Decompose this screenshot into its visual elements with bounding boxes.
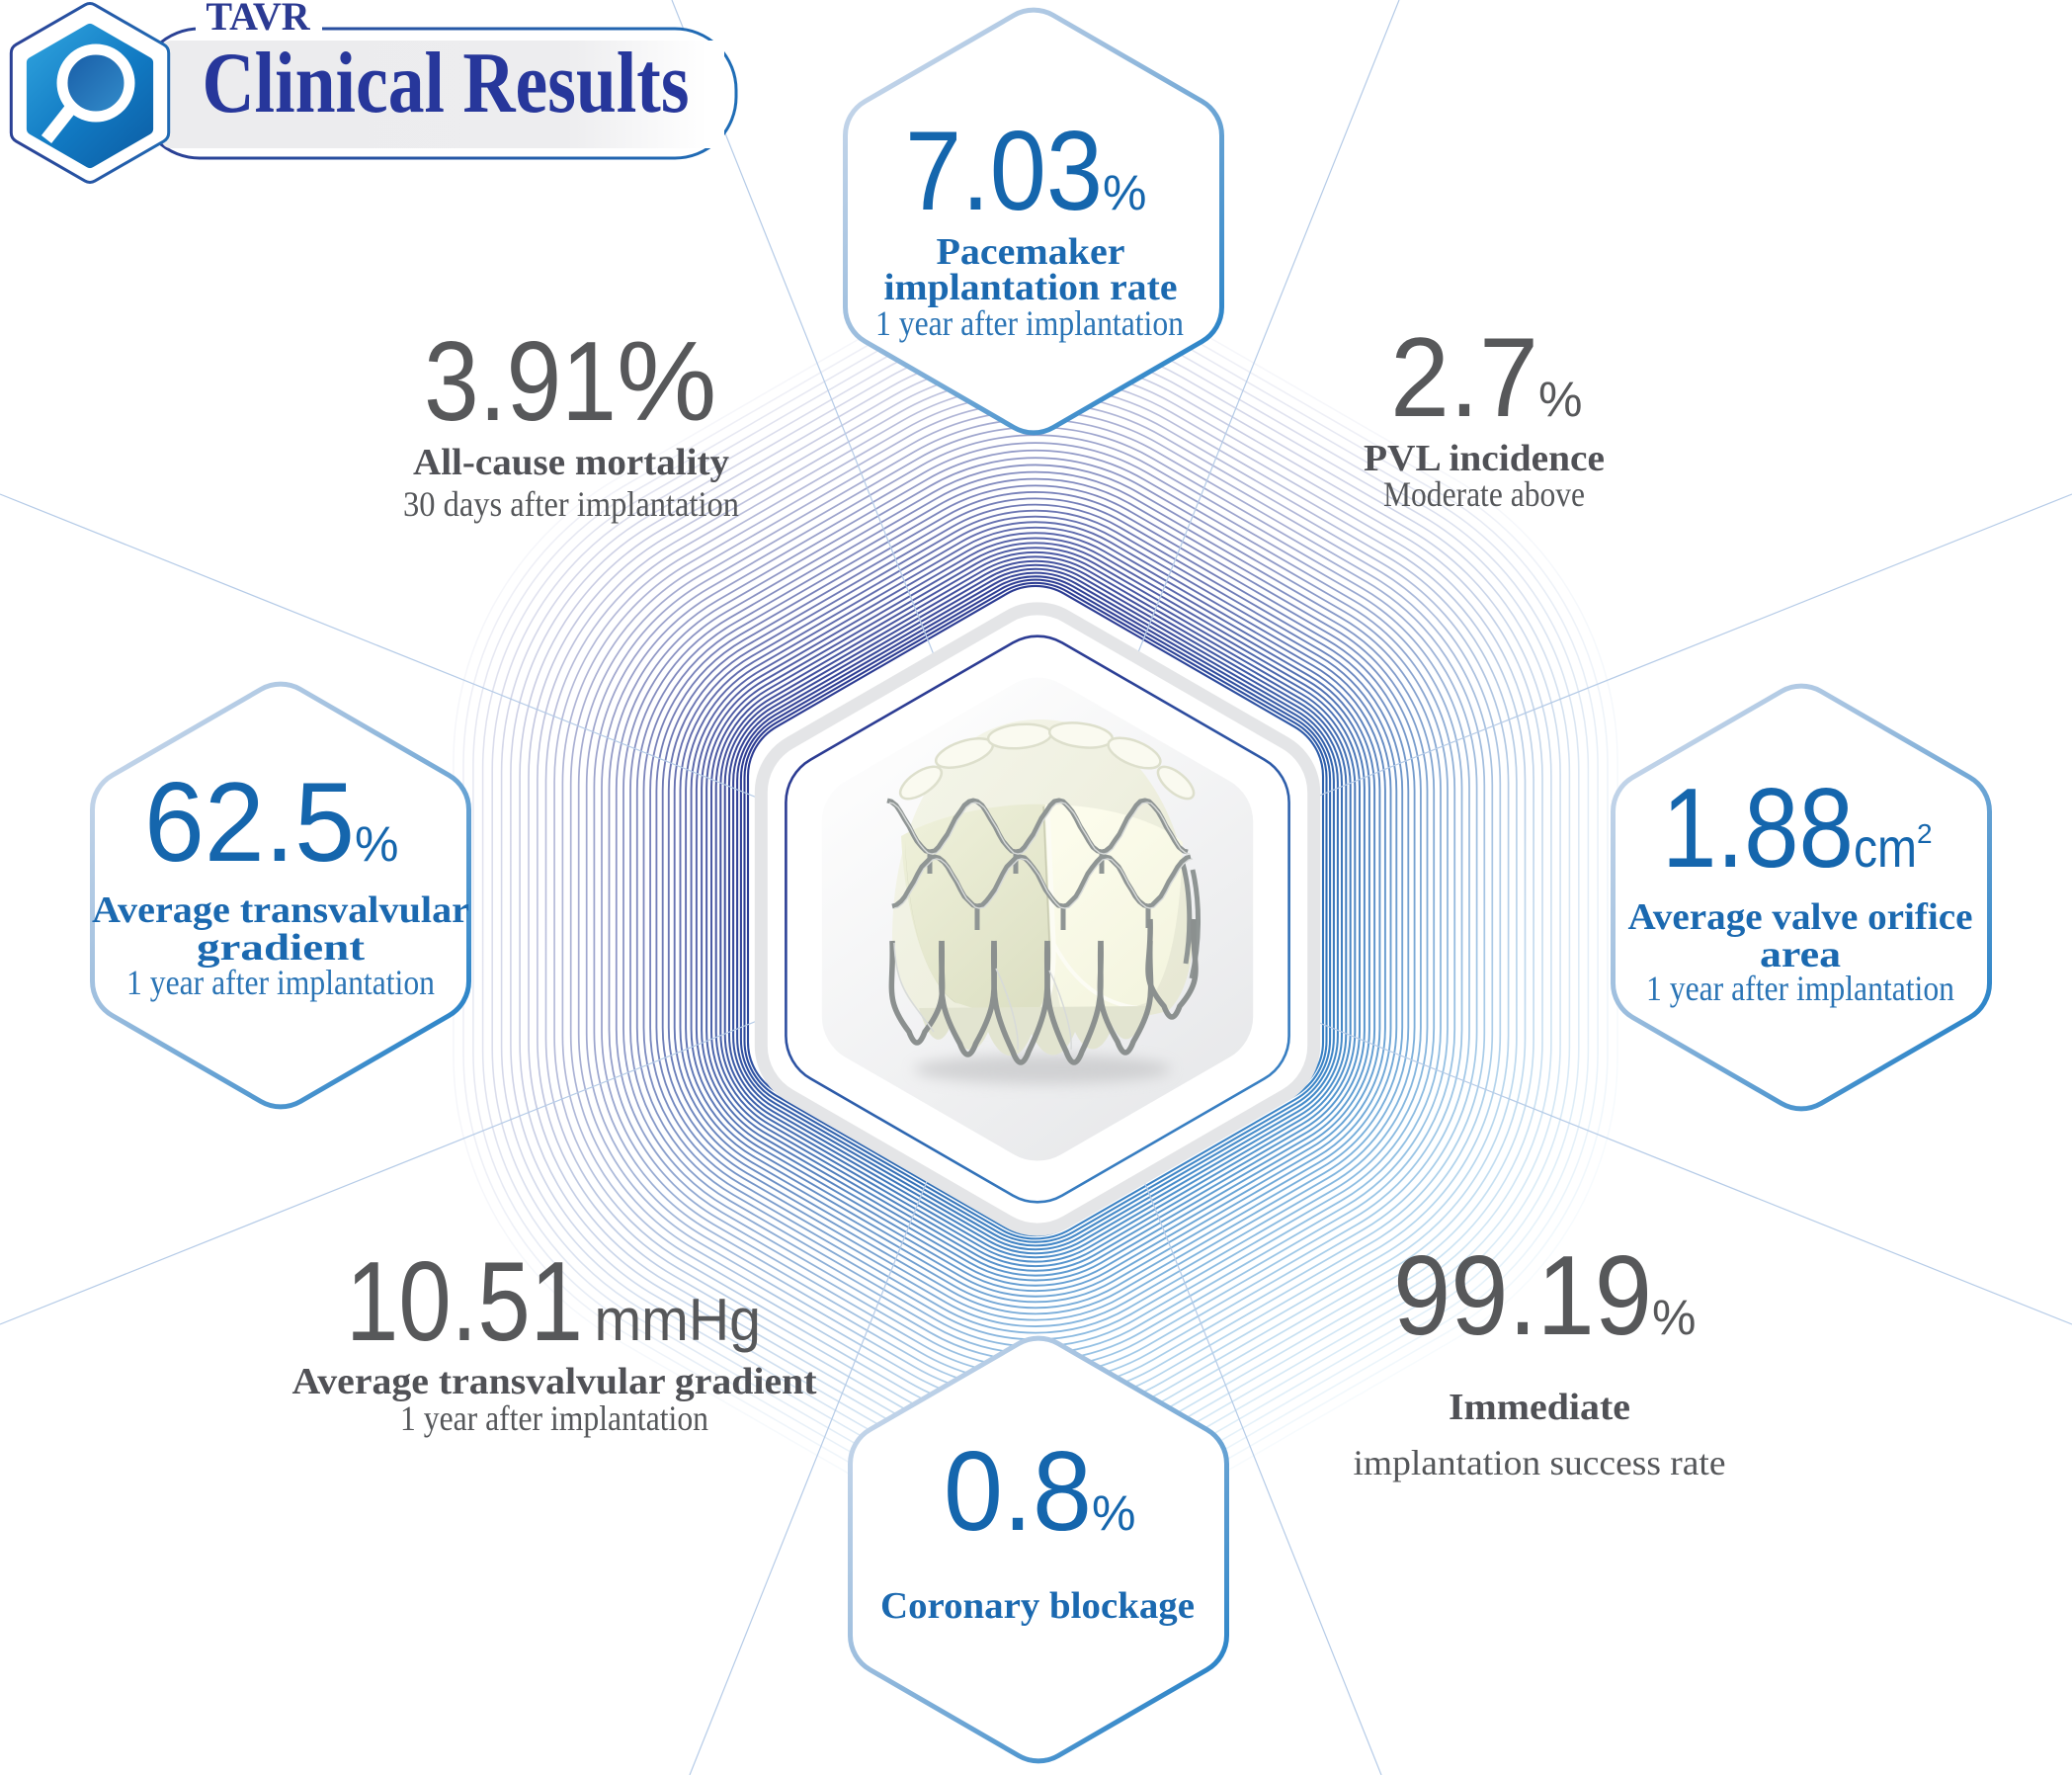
svg-text:2.7%: 2.7%: [1390, 315, 1582, 441]
svg-text:area: area: [1760, 934, 1841, 975]
svg-text:gradient: gradient: [197, 927, 365, 969]
svg-text:Average valve orifice: Average valve orifice: [1628, 896, 1973, 938]
svg-text:Clinical Results: Clinical Results: [203, 36, 690, 131]
svg-text:1 year after implantation: 1 year after implantation: [126, 963, 435, 1002]
svg-text:Pacemaker: Pacemaker: [937, 231, 1125, 273]
svg-text:Average transvalvular: Average transvalvular: [92, 889, 469, 931]
svg-text:30 days after implantation: 30 days after implantation: [403, 484, 739, 524]
svg-text:Average transvalvular gradient: Average transvalvular gradient: [292, 1361, 817, 1402]
svg-text:TAVR: TAVR: [206, 0, 310, 39]
svg-text:Immediate: Immediate: [1449, 1387, 1630, 1428]
svg-text:implantation success rate: implantation success rate: [1354, 1443, 1726, 1482]
svg-text:1 year after implantation: 1 year after implantation: [400, 1398, 708, 1438]
svg-text:1 year after implantation: 1 year after implantation: [1646, 969, 1954, 1008]
svg-text:Coronary blockage: Coronary blockage: [880, 1585, 1195, 1627]
svg-text:Moderate above: Moderate above: [1383, 474, 1585, 514]
svg-text:implantation rate: implantation rate: [884, 267, 1178, 308]
svg-text:PVL incidence: PVL incidence: [1364, 438, 1605, 479]
svg-text:0.8%: 0.8%: [944, 1429, 1135, 1555]
svg-text:10.51 mmHg: 10.51 mmHg: [346, 1239, 761, 1365]
svg-text:1 year after implantation: 1 year after implantation: [875, 303, 1184, 343]
svg-text:3.91%: 3.91%: [424, 319, 716, 445]
svg-text:All-cause mortality: All-cause mortality: [413, 442, 729, 483]
svg-text:62.5%: 62.5%: [144, 760, 398, 886]
svg-text:1.88cm2: 1.88cm2: [1662, 766, 1933, 891]
svg-text:7.03%: 7.03%: [905, 109, 1146, 234]
svg-text:99.19%: 99.19%: [1393, 1233, 1696, 1359]
